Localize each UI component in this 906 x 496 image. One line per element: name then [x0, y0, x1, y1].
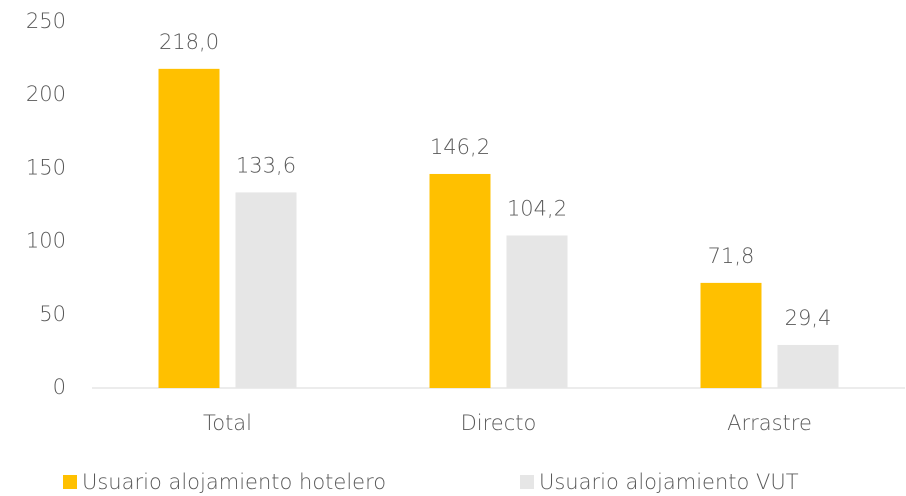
bar	[235, 192, 297, 388]
data-label: 146,2	[430, 135, 490, 159]
data-label: 104,2	[507, 196, 567, 220]
x-tick-label: Arrastre	[727, 411, 812, 435]
bar	[506, 235, 568, 388]
y-tick-label: 0	[53, 375, 66, 399]
data-label: 133,6	[236, 153, 296, 177]
legend-swatch	[520, 475, 534, 489]
y-tick-label: 50	[39, 302, 66, 326]
bar	[700, 282, 762, 388]
bar	[777, 344, 839, 388]
x-tick-label: Total	[203, 411, 252, 435]
x-tick-label: Directo	[461, 411, 537, 435]
y-tick-label: 200	[26, 82, 66, 106]
bar	[429, 173, 491, 388]
y-tick-label: 150	[26, 155, 66, 179]
y-tick-label: 250	[26, 9, 66, 33]
data-label: 71,8	[708, 244, 755, 268]
data-label: 29,4	[785, 306, 832, 330]
legend-label: Usuario alojamiento hotelero	[82, 470, 386, 494]
legend-label: Usuario alojamiento VUT	[539, 470, 799, 494]
legend-swatch	[63, 475, 77, 489]
bar	[158, 68, 220, 389]
data-label: 218,0	[159, 30, 219, 54]
y-tick-label: 100	[26, 229, 66, 253]
